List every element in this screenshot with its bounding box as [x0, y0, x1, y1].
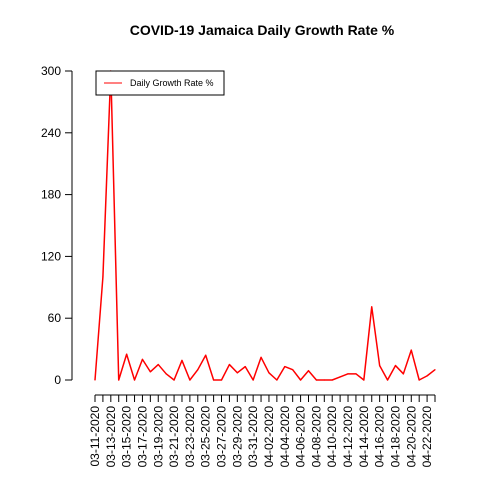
- x-tick-label: 03-17-2020: [135, 406, 149, 468]
- data-point: [323, 379, 325, 381]
- data-point: [363, 379, 365, 381]
- data-point: [371, 306, 373, 308]
- x-tick-label: 04-20-2020: [404, 406, 418, 468]
- data-point: [205, 354, 207, 356]
- x-tick-label: 03-27-2020: [215, 406, 229, 468]
- data-point: [118, 379, 120, 381]
- legend: Daily Growth Rate %: [95, 70, 225, 96]
- data-point: [102, 276, 104, 278]
- data-point: [260, 356, 262, 358]
- data-point: [181, 359, 183, 362]
- x-axis-ticks: 03-11-2020 03-13-2020 03-15-2020 03-17-2020…: [88, 395, 436, 468]
- data-point: [426, 375, 428, 377]
- data-point: [141, 358, 144, 360]
- x-tick-label: 03-13-2020: [104, 406, 118, 468]
- data-point: [284, 366, 286, 368]
- data-point: [268, 372, 270, 374]
- x-tick-label: 04-14-2020: [357, 406, 371, 468]
- data-point: [126, 353, 128, 355]
- x-tick-label: 04-22-2020: [420, 406, 434, 468]
- data-point: [173, 379, 175, 381]
- data-point: [197, 369, 199, 371]
- data-point: [252, 379, 254, 381]
- data-point: [402, 373, 404, 375]
- x-tick-label: 03-23-2020: [183, 406, 197, 468]
- series-line: [94, 70, 436, 381]
- y-tick-label: 300: [41, 64, 61, 78]
- x-tick-label: 04-02-2020: [262, 406, 276, 468]
- x-tick-label: 04-06-2020: [294, 406, 308, 468]
- data-point: [236, 372, 238, 374]
- x-tick-label: 03-15-2020: [120, 406, 134, 468]
- data-point: [394, 364, 397, 367]
- data-point: [165, 373, 167, 375]
- x-tick-label: 03-11-2020: [88, 406, 102, 467]
- data-point: [386, 379, 389, 381]
- x-tick-label: 04-08-2020: [309, 406, 323, 468]
- data-point: [228, 363, 231, 366]
- x-tick-label: 04-12-2020: [341, 406, 355, 468]
- data-point: [299, 379, 302, 381]
- data-point: [355, 373, 357, 375]
- data-point: [307, 370, 310, 372]
- data-point: [331, 379, 333, 381]
- y-tick-label: 60: [48, 311, 62, 325]
- x-tick-label: 03-31-2020: [246, 406, 260, 468]
- y-axis-ticks: 0 60 120 180 240 300: [41, 64, 72, 387]
- data-point: [189, 379, 191, 381]
- x-tick-label: 04-16-2020: [373, 406, 387, 468]
- x-tick-label: 04-04-2020: [278, 406, 292, 468]
- data-point: [379, 364, 381, 367]
- data-point: [94, 379, 96, 381]
- x-tick-label: 03-19-2020: [151, 406, 165, 468]
- y-tick-label: 180: [41, 188, 61, 202]
- legend-label: Daily Growth Rate %: [130, 78, 214, 88]
- data-point: [149, 371, 151, 373]
- data-point: [315, 379, 317, 381]
- data-point: [276, 379, 278, 381]
- y-tick-label: 120: [41, 249, 61, 263]
- data-point: [213, 379, 215, 381]
- data-point: [347, 373, 349, 375]
- data-point: [133, 379, 136, 381]
- data-point: [434, 369, 436, 371]
- x-tick-label: 03-29-2020: [230, 406, 244, 468]
- data-point: [410, 349, 412, 351]
- chart-title: COVID-19 Jamaica Daily Growth Rate %: [130, 22, 395, 38]
- x-tick-label: 04-18-2020: [388, 406, 402, 468]
- y-tick-label: 240: [41, 126, 61, 140]
- series-layer: [94, 70, 436, 381]
- x-tick-label: 04-10-2020: [325, 406, 339, 468]
- y-tick-label: 0: [54, 373, 61, 387]
- data-point: [418, 379, 420, 381]
- data-point: [339, 376, 341, 378]
- x-tick-label: 03-21-2020: [167, 406, 181, 468]
- data-point: [244, 366, 246, 368]
- data-point: [220, 379, 223, 381]
- data-point: [292, 369, 294, 371]
- data-point: [157, 363, 159, 366]
- x-tick-label: 03-25-2020: [199, 406, 213, 468]
